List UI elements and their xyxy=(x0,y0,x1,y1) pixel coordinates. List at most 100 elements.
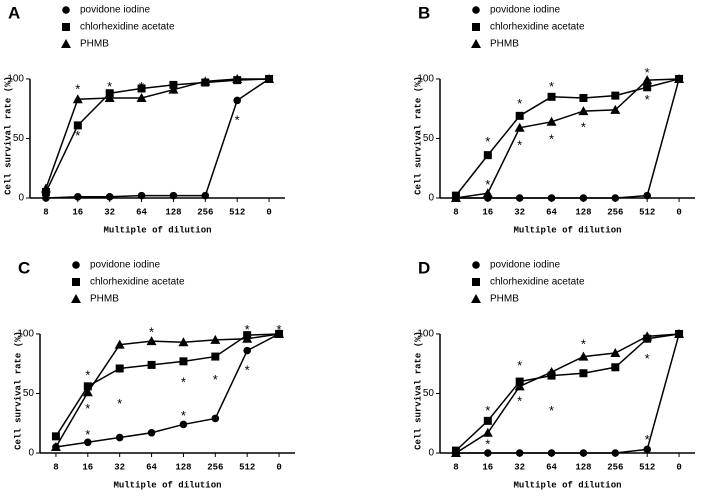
series-line xyxy=(455,78,680,199)
annotation: * xyxy=(517,358,522,373)
marker xyxy=(232,73,243,83)
x-tick-label: 0 xyxy=(676,462,681,472)
marker xyxy=(243,346,251,355)
series-line xyxy=(455,333,680,452)
marker xyxy=(169,191,178,200)
marker xyxy=(242,333,253,343)
marker xyxy=(546,367,557,377)
legend-label: PHMB xyxy=(490,39,519,50)
marker xyxy=(42,194,50,202)
annotation: * xyxy=(549,79,554,94)
panel-label: A xyxy=(8,3,20,22)
x-tick-label: 8 xyxy=(43,207,48,217)
marker xyxy=(482,427,493,437)
y-tick-label: 50 xyxy=(13,133,25,144)
series-line xyxy=(455,78,680,197)
legend-label: povidone iodine xyxy=(80,5,150,16)
legend-marker xyxy=(71,294,81,303)
marker xyxy=(74,193,82,201)
y-tick-label: 100 xyxy=(417,329,434,340)
x-tick-label: 128 xyxy=(575,462,591,472)
annotation: * xyxy=(85,367,90,382)
marker xyxy=(233,96,241,105)
x-tick-label: 128 xyxy=(165,207,181,217)
legend-marker xyxy=(61,39,71,48)
marker xyxy=(514,122,525,132)
panel: A 0 50 100 8 16 32 64 128 256 512 0 Multiple of dilu… xyxy=(3,3,285,235)
y-tick-label: 50 xyxy=(423,133,435,144)
annotation: * xyxy=(645,351,650,366)
x-tick-label: 32 xyxy=(114,462,125,472)
annotation: * xyxy=(107,79,112,94)
annotation: * xyxy=(85,401,90,416)
marker xyxy=(178,337,189,347)
marker xyxy=(611,449,620,457)
legend-label: chlorhexidine acetate xyxy=(90,277,185,288)
annotation: * xyxy=(645,432,650,447)
marker xyxy=(146,336,157,346)
x-tick-label: 0 xyxy=(676,207,681,217)
annotation: * xyxy=(549,403,554,418)
x-tick-label: 512 xyxy=(229,207,245,217)
y-tick-label: 100 xyxy=(17,329,34,340)
legend-marker xyxy=(472,23,480,31)
marker xyxy=(147,360,156,369)
x-tick-label: 128 xyxy=(175,462,191,472)
marker xyxy=(611,363,620,372)
legend-marker xyxy=(472,278,480,286)
x-tick-label: 16 xyxy=(482,207,493,217)
x-tick-label: 32 xyxy=(514,207,525,217)
marker xyxy=(40,183,51,193)
marker xyxy=(484,449,492,457)
marker xyxy=(72,94,83,104)
annotation: * xyxy=(117,396,122,411)
y-axis-label: Cell survival rate (%) xyxy=(413,76,423,195)
marker xyxy=(115,433,124,442)
annotation: * xyxy=(645,92,650,107)
y-tick-label: 0 xyxy=(428,193,434,204)
annotation: * xyxy=(139,79,144,94)
annotation: * xyxy=(517,96,522,111)
x-tick-label: 64 xyxy=(146,462,157,472)
x-tick-label: 8 xyxy=(453,462,458,472)
annotation: * xyxy=(213,372,218,387)
x-axis-label: Multiple of dilution xyxy=(113,480,221,490)
marker xyxy=(579,194,588,202)
series-line xyxy=(55,333,280,448)
annotation: * xyxy=(75,128,80,143)
annotation: * xyxy=(149,325,154,340)
marker xyxy=(147,428,156,437)
annotation: * xyxy=(581,337,586,352)
marker xyxy=(610,348,621,357)
marker xyxy=(210,334,221,344)
marker xyxy=(579,94,588,102)
y-tick-label: 0 xyxy=(18,193,24,204)
marker xyxy=(82,387,93,397)
marker xyxy=(84,438,92,447)
panel-label: C xyxy=(18,258,30,277)
legend-marker xyxy=(471,294,481,303)
marker xyxy=(179,357,188,366)
annotation: * xyxy=(485,403,490,418)
x-tick-label: 8 xyxy=(453,207,458,217)
legend-marker xyxy=(472,261,480,269)
marker xyxy=(579,449,588,457)
marker xyxy=(211,352,220,361)
y-axis-label: Cell survival rate (%) xyxy=(413,331,423,450)
marker xyxy=(264,73,275,83)
legend-marker xyxy=(72,261,80,269)
x-axis-label: Multiple of dilution xyxy=(103,225,211,235)
marker xyxy=(579,369,588,378)
y-tick-label: 0 xyxy=(28,448,34,459)
marker xyxy=(674,328,685,338)
y-tick-label: 100 xyxy=(417,74,434,85)
legend-label: chlorhexidine acetate xyxy=(490,277,585,288)
marker xyxy=(643,83,652,92)
marker xyxy=(547,92,556,101)
marker xyxy=(642,75,653,85)
x-tick-label: 256 xyxy=(607,207,623,217)
legend-label: chlorhexidine acetate xyxy=(80,22,175,33)
marker xyxy=(643,445,651,454)
marker xyxy=(611,194,620,202)
